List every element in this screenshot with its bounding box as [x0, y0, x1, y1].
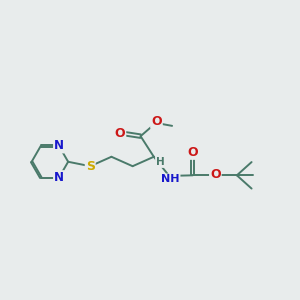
Text: O: O — [115, 127, 125, 140]
Text: NH: NH — [161, 174, 180, 184]
Text: O: O — [188, 146, 198, 159]
Text: S: S — [86, 160, 95, 173]
Text: N: N — [54, 171, 64, 184]
Text: N: N — [54, 140, 64, 152]
Text: O: O — [210, 168, 221, 181]
Text: H: H — [156, 157, 165, 167]
Text: O: O — [151, 115, 162, 128]
